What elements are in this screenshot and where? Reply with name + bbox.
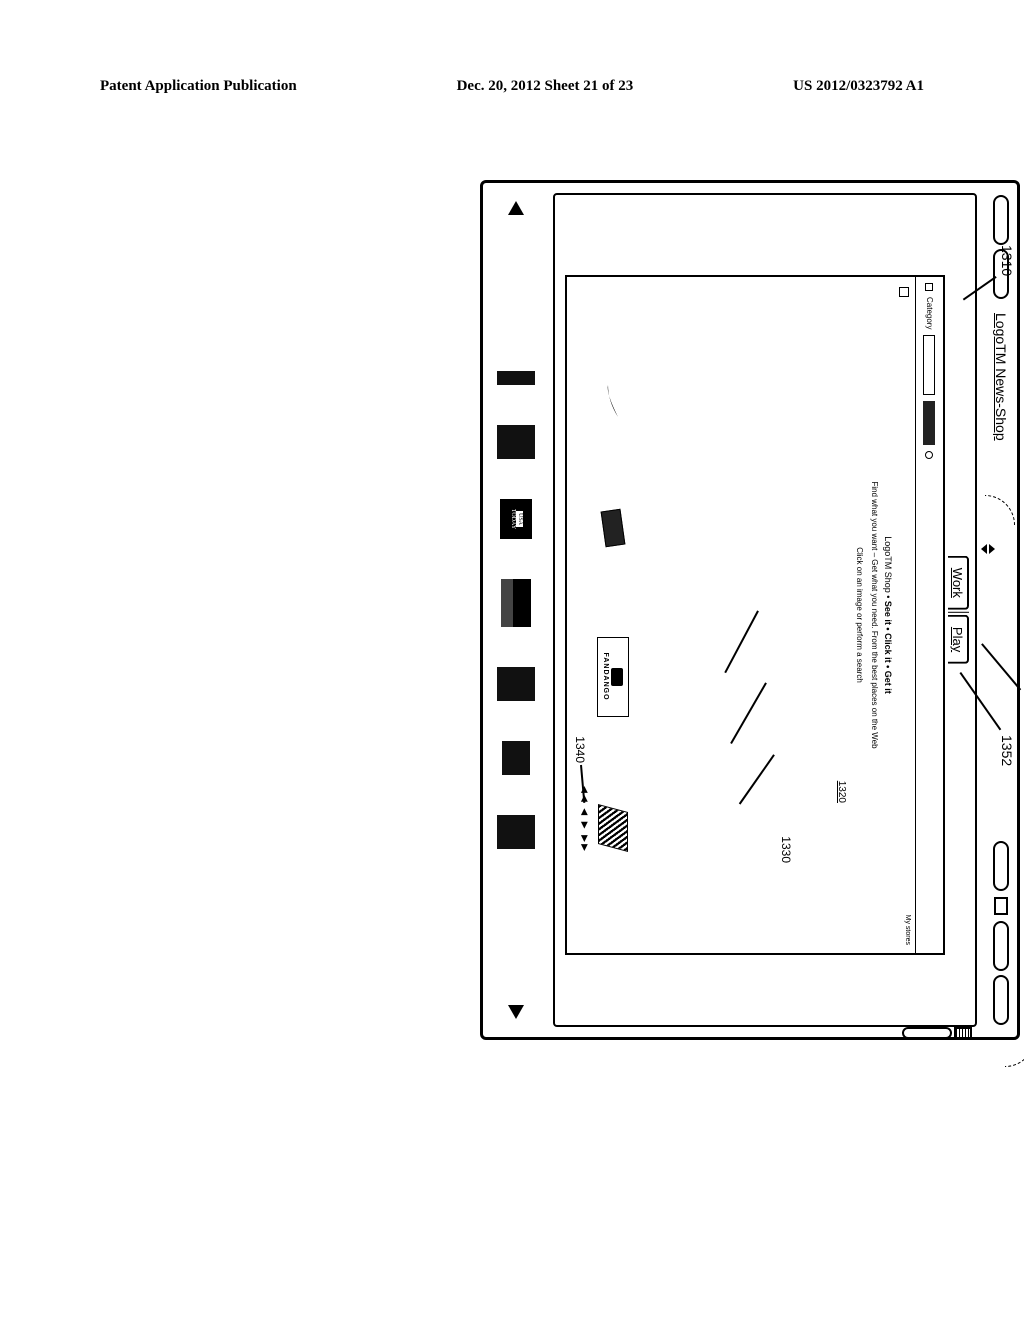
usa-label-bottom: TODAY xyxy=(509,509,516,529)
lead-1310 xyxy=(963,276,997,300)
patent-header: Patent Application Publication Dec. 20, … xyxy=(100,78,924,95)
app-window: Category My stores LogoTM Shop • See it … xyxy=(565,275,945,955)
taskbar-icon[interactable] xyxy=(497,371,535,385)
tab-row: Work Play xyxy=(948,556,969,664)
taskbar-icon[interactable] xyxy=(501,579,531,627)
taskbar-icon[interactable] xyxy=(502,741,530,775)
taskbar-icon[interactable] xyxy=(497,667,535,701)
taskbar-icon[interactable] xyxy=(497,425,535,459)
taskbar-arrow-left-icon[interactable] xyxy=(508,201,524,215)
ref-1330: 1330 xyxy=(779,836,793,863)
lead-1330a xyxy=(739,755,775,805)
window-control-pills-right xyxy=(993,921,1009,1025)
scroll-thumb-icon xyxy=(954,1027,972,1039)
pill-button[interactable] xyxy=(993,921,1009,971)
pill-button[interactable] xyxy=(993,195,1009,245)
device-screen: 1300 1310 1350 1352 Work Play xyxy=(553,193,977,1027)
taskbar-icons: USA TODAY xyxy=(497,371,535,849)
device-frame: 10, 1000 LogoTM News-Shop xyxy=(480,180,1020,1040)
logo-generic-block[interactable] xyxy=(601,508,626,546)
radio-icon[interactable] xyxy=(926,451,934,459)
subhead: Find what you want – Get what you need. … xyxy=(870,287,879,943)
ref-1352: 1352 xyxy=(999,735,1015,766)
lead-1330c xyxy=(725,611,759,674)
logo-nike[interactable] xyxy=(601,383,625,419)
lead-1330b xyxy=(731,683,767,744)
tab-play-label: Play xyxy=(950,627,965,652)
taskbar-usa-today[interactable]: USA TODAY xyxy=(500,499,532,539)
pill-button[interactable] xyxy=(993,841,1009,891)
chevron-up-icon xyxy=(989,544,995,554)
headline: LogoTM Shop • See it • Click it • Get it xyxy=(883,287,893,943)
headline-bold: See it • Click it • Get it xyxy=(883,601,893,694)
window-title: LogoTM News-Shop xyxy=(993,313,1009,441)
tab-work-label: Work xyxy=(950,568,965,598)
tab-work[interactable]: Work xyxy=(948,556,969,610)
scroll-track-icon xyxy=(902,1027,952,1039)
ref-1320: 1320 xyxy=(836,781,847,803)
pill-button[interactable] xyxy=(993,975,1009,1025)
my-stores-link[interactable]: My stores xyxy=(904,915,911,945)
ref-1310: 1310 xyxy=(999,245,1015,276)
taskbar-arrow-right-icon[interactable] xyxy=(508,1005,524,1019)
figure-19b: FIG. 19b 10, 1000 LogoTM News-Shop xyxy=(80,260,900,960)
window-square-button[interactable] xyxy=(994,897,1008,915)
logo-fandango[interactable]: FANDANGO xyxy=(597,637,629,717)
logo-hatched[interactable] xyxy=(598,803,628,851)
go-button[interactable] xyxy=(924,401,936,445)
taskbar: USA TODAY xyxy=(491,193,541,1027)
header-right: US 2012/0323792 A1 xyxy=(793,78,924,95)
lead-1300 xyxy=(985,495,1015,525)
swoosh-icon xyxy=(604,383,622,419)
chevron-down-icon xyxy=(981,544,987,554)
search-input[interactable] xyxy=(924,335,936,395)
taskbar-icon[interactable] xyxy=(497,815,535,849)
thumb-icon xyxy=(899,287,909,297)
click-instruction: Click on an image or perform a search xyxy=(855,287,864,943)
logo-fandango-label: FANDANGO xyxy=(602,652,609,700)
app-toolbar: Category xyxy=(915,277,943,953)
logo-row: FANDANGO xyxy=(597,337,629,893)
titlebar: LogoTM News-Shop xyxy=(993,195,1009,1025)
tab-play[interactable]: Play xyxy=(948,615,969,664)
usa-label-top: USA xyxy=(516,511,523,527)
lead-10-1000 xyxy=(1005,1037,1024,1067)
carousel-arrow-glyphs: ◀◀ ◀ ▶ ▶▶ xyxy=(580,786,590,853)
category-label: Category xyxy=(925,297,934,329)
vertical-scrollbar[interactable] xyxy=(555,1027,972,1039)
header-center: Dec. 20, 2012 Sheet 21 of 23 xyxy=(457,78,634,95)
checkbox-icon[interactable] xyxy=(926,283,934,291)
app-body: LogoTM Shop • See it • Click it • Get it… xyxy=(849,277,915,953)
headline-prefix: LogoTM Shop • xyxy=(883,536,893,601)
ref-1340: 1340 xyxy=(573,736,587,763)
header-left: Patent Application Publication xyxy=(100,78,297,95)
ticket-icon xyxy=(610,667,624,687)
spinner-icon[interactable] xyxy=(981,544,995,554)
